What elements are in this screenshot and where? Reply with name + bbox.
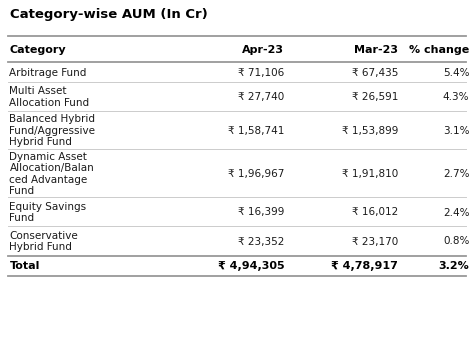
Text: Category-wise AUM (In Cr): Category-wise AUM (In Cr) (10, 8, 208, 21)
Text: ₹ 16,399: ₹ 16,399 (238, 208, 284, 217)
Text: ₹ 1,96,967: ₹ 1,96,967 (228, 169, 284, 179)
Text: Total: Total (9, 261, 40, 271)
Text: ₹ 4,94,305: ₹ 4,94,305 (218, 261, 284, 271)
Text: ₹ 67,435: ₹ 67,435 (352, 68, 398, 78)
Text: 5.4%: 5.4% (443, 68, 469, 78)
Text: ₹ 1,91,810: ₹ 1,91,810 (342, 169, 398, 179)
Text: Arbitrage Fund: Arbitrage Fund (9, 68, 87, 78)
Text: ₹ 27,740: ₹ 27,740 (238, 92, 284, 102)
Text: 4.3%: 4.3% (443, 92, 469, 102)
Text: Conservative
Hybrid Fund: Conservative Hybrid Fund (9, 231, 78, 252)
Text: 3.1%: 3.1% (443, 126, 469, 136)
Text: Mar-23: Mar-23 (354, 45, 398, 55)
Text: ₹ 23,170: ₹ 23,170 (352, 237, 398, 246)
Text: ₹ 71,106: ₹ 71,106 (238, 68, 284, 78)
Text: ₹ 1,58,741: ₹ 1,58,741 (228, 126, 284, 136)
Text: 3.2%: 3.2% (438, 261, 469, 271)
Text: Dynamic Asset
Allocation/Balan
ced Advantage
Fund: Dynamic Asset Allocation/Balan ced Advan… (9, 152, 94, 196)
Text: Balanced Hybrid
Fund/Aggressive
Hybrid Fund: Balanced Hybrid Fund/Aggressive Hybrid F… (9, 114, 95, 147)
Text: % change: % change (409, 45, 469, 55)
Text: 2.7%: 2.7% (443, 169, 469, 179)
Text: ₹ 4,78,917: ₹ 4,78,917 (331, 261, 398, 271)
Text: 2.4%: 2.4% (443, 208, 469, 217)
Text: Apr-23: Apr-23 (242, 45, 284, 55)
Text: Equity Savings
Fund: Equity Savings Fund (9, 202, 87, 223)
Text: Category: Category (9, 45, 66, 55)
Text: ₹ 1,53,899: ₹ 1,53,899 (342, 126, 398, 136)
Text: ₹ 23,352: ₹ 23,352 (238, 237, 284, 246)
Text: Multi Asset
Allocation Fund: Multi Asset Allocation Fund (9, 86, 90, 108)
Text: ₹ 16,012: ₹ 16,012 (352, 208, 398, 217)
Text: 0.8%: 0.8% (443, 237, 469, 246)
Text: ₹ 26,591: ₹ 26,591 (352, 92, 398, 102)
